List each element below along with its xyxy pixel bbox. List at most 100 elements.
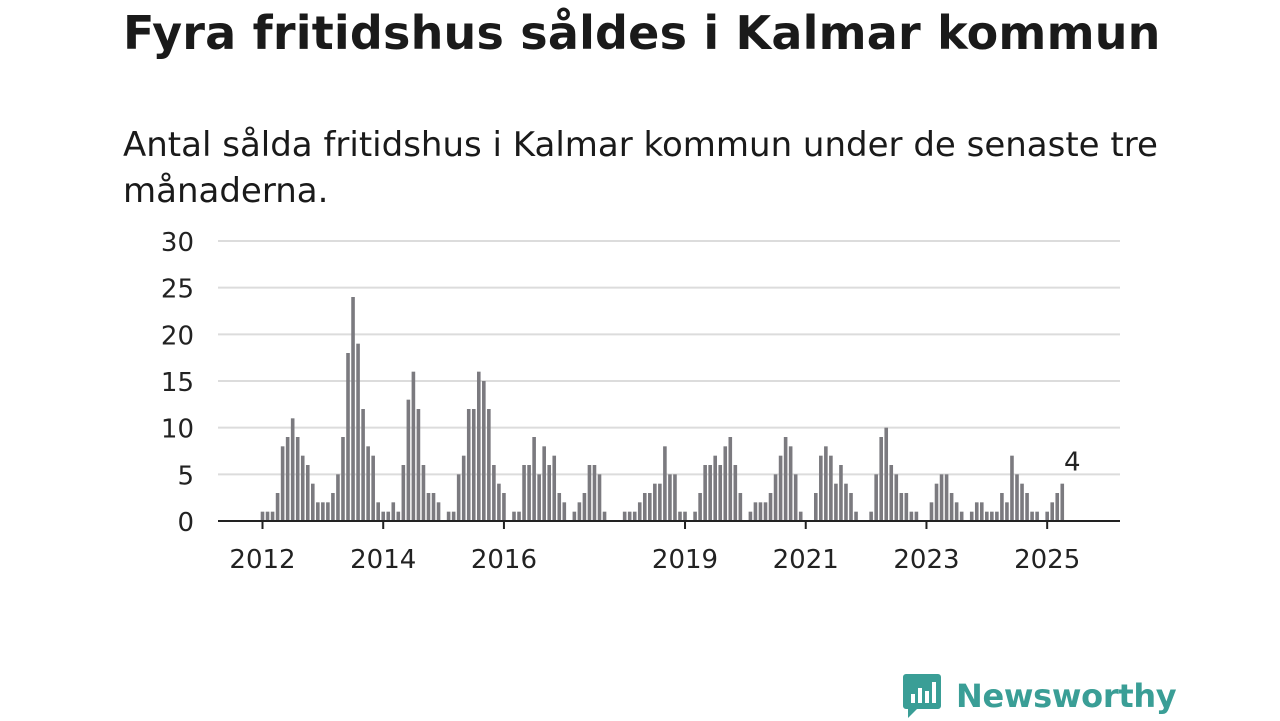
- bar: [336, 474, 340, 521]
- bar: [627, 511, 632, 521]
- bar: [512, 511, 516, 521]
- bar: [466, 409, 471, 521]
- bar: [1045, 511, 1049, 521]
- y-tick-label: 0: [177, 508, 194, 538]
- bar: [592, 465, 597, 521]
- bar: [497, 483, 501, 521]
- bar: [537, 474, 541, 521]
- bar: [321, 502, 325, 521]
- bar: [663, 446, 667, 521]
- bar: [869, 511, 873, 521]
- bar: [436, 502, 441, 521]
- bar: [698, 493, 702, 521]
- bar: [939, 474, 944, 521]
- bar: [763, 502, 768, 521]
- bar: [471, 409, 476, 521]
- bar: [693, 511, 697, 521]
- bar: [376, 502, 380, 521]
- bar: [959, 511, 964, 521]
- bar: [718, 465, 723, 521]
- bar: [778, 455, 783, 521]
- bar: [728, 437, 733, 521]
- chart-subtitle: Antal sålda fritidshus i Kalmar kommun u…: [123, 125, 1158, 211]
- bar: [894, 474, 899, 521]
- bar: [708, 465, 712, 521]
- bar: [341, 437, 345, 521]
- newsworthy-chart-bubble-icon: [903, 674, 941, 718]
- bar: [899, 493, 904, 521]
- bar-series: [260, 297, 1065, 521]
- bar: [482, 381, 486, 521]
- bar: [944, 474, 949, 521]
- bar: [703, 465, 707, 521]
- bar: [824, 446, 828, 521]
- y-axis-tick-labels: 0 5 10 15 20 25 30: [161, 228, 194, 538]
- bar: [990, 511, 994, 521]
- bar: [602, 511, 607, 521]
- y-tick-label: 10: [161, 415, 194, 445]
- bar: [949, 493, 954, 521]
- bar: [723, 446, 728, 521]
- bar: [713, 455, 717, 521]
- bar: [502, 493, 506, 521]
- bar: [446, 511, 451, 521]
- bar: [300, 455, 305, 521]
- newsworthy-logo: Newsworthy: [902, 671, 1177, 721]
- bar: [844, 483, 848, 521]
- bar: [879, 437, 883, 521]
- bar: [979, 502, 984, 521]
- bar: [476, 371, 481, 521]
- bar: [311, 483, 315, 521]
- bar: [487, 409, 491, 521]
- bar: [929, 502, 934, 521]
- bar: [346, 353, 350, 521]
- bar: [361, 409, 365, 521]
- x-tick-label: 2023: [893, 545, 959, 575]
- bar: [632, 511, 637, 521]
- bar: [748, 511, 753, 521]
- bar: [814, 493, 818, 521]
- bar: [577, 502, 582, 521]
- bar: [914, 511, 919, 521]
- bar: [829, 455, 833, 521]
- bar: [572, 511, 577, 521]
- bar: [305, 465, 310, 521]
- bar: [542, 446, 546, 521]
- bar: [995, 511, 999, 521]
- bar: [456, 474, 461, 521]
- y-tick-label: 5: [177, 461, 194, 491]
- bar: [411, 371, 416, 521]
- x-tick-label: 2014: [350, 545, 416, 575]
- bar: [381, 511, 386, 521]
- y-tick-label: 20: [161, 321, 194, 351]
- bar: [1060, 483, 1065, 521]
- bar: [889, 465, 894, 521]
- bar: [969, 511, 974, 521]
- bar: [492, 465, 496, 521]
- bar: [1000, 493, 1004, 521]
- bar: [522, 465, 526, 521]
- bar: [819, 455, 823, 521]
- bar: [733, 465, 738, 521]
- bar: [597, 474, 602, 521]
- bar: [451, 511, 456, 521]
- bar: [1030, 511, 1034, 521]
- bar: [839, 465, 843, 521]
- bar: [934, 483, 939, 521]
- bar: [773, 474, 778, 521]
- bar: [416, 409, 421, 521]
- bar: [668, 474, 672, 521]
- bar: [331, 493, 335, 521]
- bar: [854, 511, 858, 521]
- bar: [974, 502, 979, 521]
- bar: [834, 483, 838, 521]
- bar: [371, 455, 375, 521]
- bar: [1010, 455, 1014, 521]
- bar: [356, 343, 360, 521]
- bar: [683, 511, 687, 521]
- bar: [461, 455, 466, 521]
- bar: [547, 465, 552, 521]
- bar: [270, 511, 275, 521]
- bar: [582, 493, 587, 521]
